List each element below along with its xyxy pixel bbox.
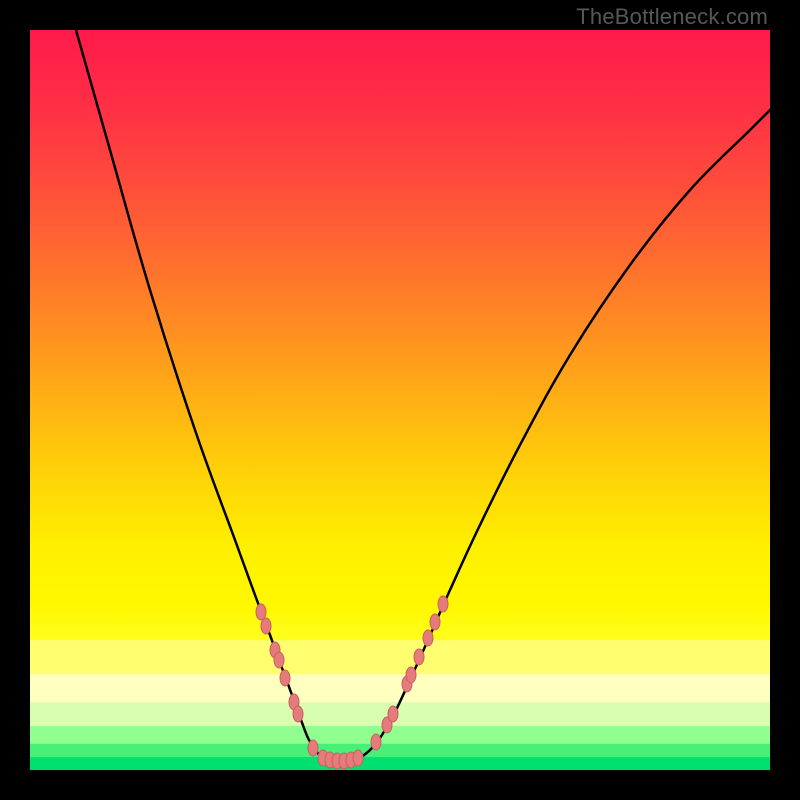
data-marker [371,734,381,750]
data-marker [293,706,303,722]
watermark-text: TheBottleneck.com [576,4,768,30]
plot-area [30,30,770,770]
data-marker [280,670,290,686]
marker-group [256,596,448,769]
data-marker [308,740,318,756]
data-marker [261,618,271,634]
data-marker [423,630,433,646]
data-marker [353,750,363,766]
data-marker [256,604,266,620]
data-marker [438,596,448,612]
data-marker [274,652,284,668]
data-marker [406,667,416,683]
chart-frame: TheBottleneck.com [0,0,800,800]
curve-left [76,30,327,759]
data-marker [430,614,440,630]
data-marker [388,706,398,722]
data-marker [414,649,424,665]
curve-layer [30,30,770,770]
